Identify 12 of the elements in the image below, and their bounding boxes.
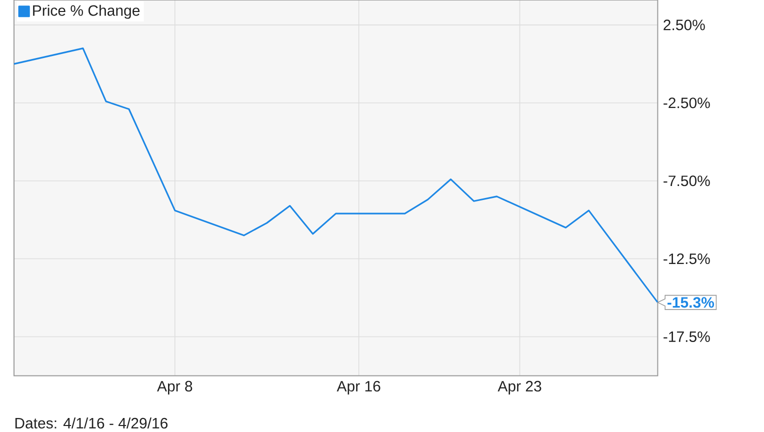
y-tick-label: -12.5%	[664, 253, 710, 264]
line-series	[13, 48, 659, 304]
legend-label: Price % Change	[33, 4, 140, 19]
x-tick-label: Apr 23	[498, 380, 542, 394]
x-tick-label: Apr 16	[336, 380, 380, 394]
y-tick-label: 2.50%	[664, 20, 705, 30]
x-tick-label: Apr 8	[157, 380, 192, 394]
text: Dates: 4/1/16 - 4/29/16	[15, 417, 168, 429]
data-label: -15.3%	[667, 297, 714, 308]
y-tick-label: -2.50%	[664, 98, 710, 108]
y-tick-label: -17.5%	[664, 331, 710, 342]
y-tick-label: -7.50%	[664, 176, 710, 186]
